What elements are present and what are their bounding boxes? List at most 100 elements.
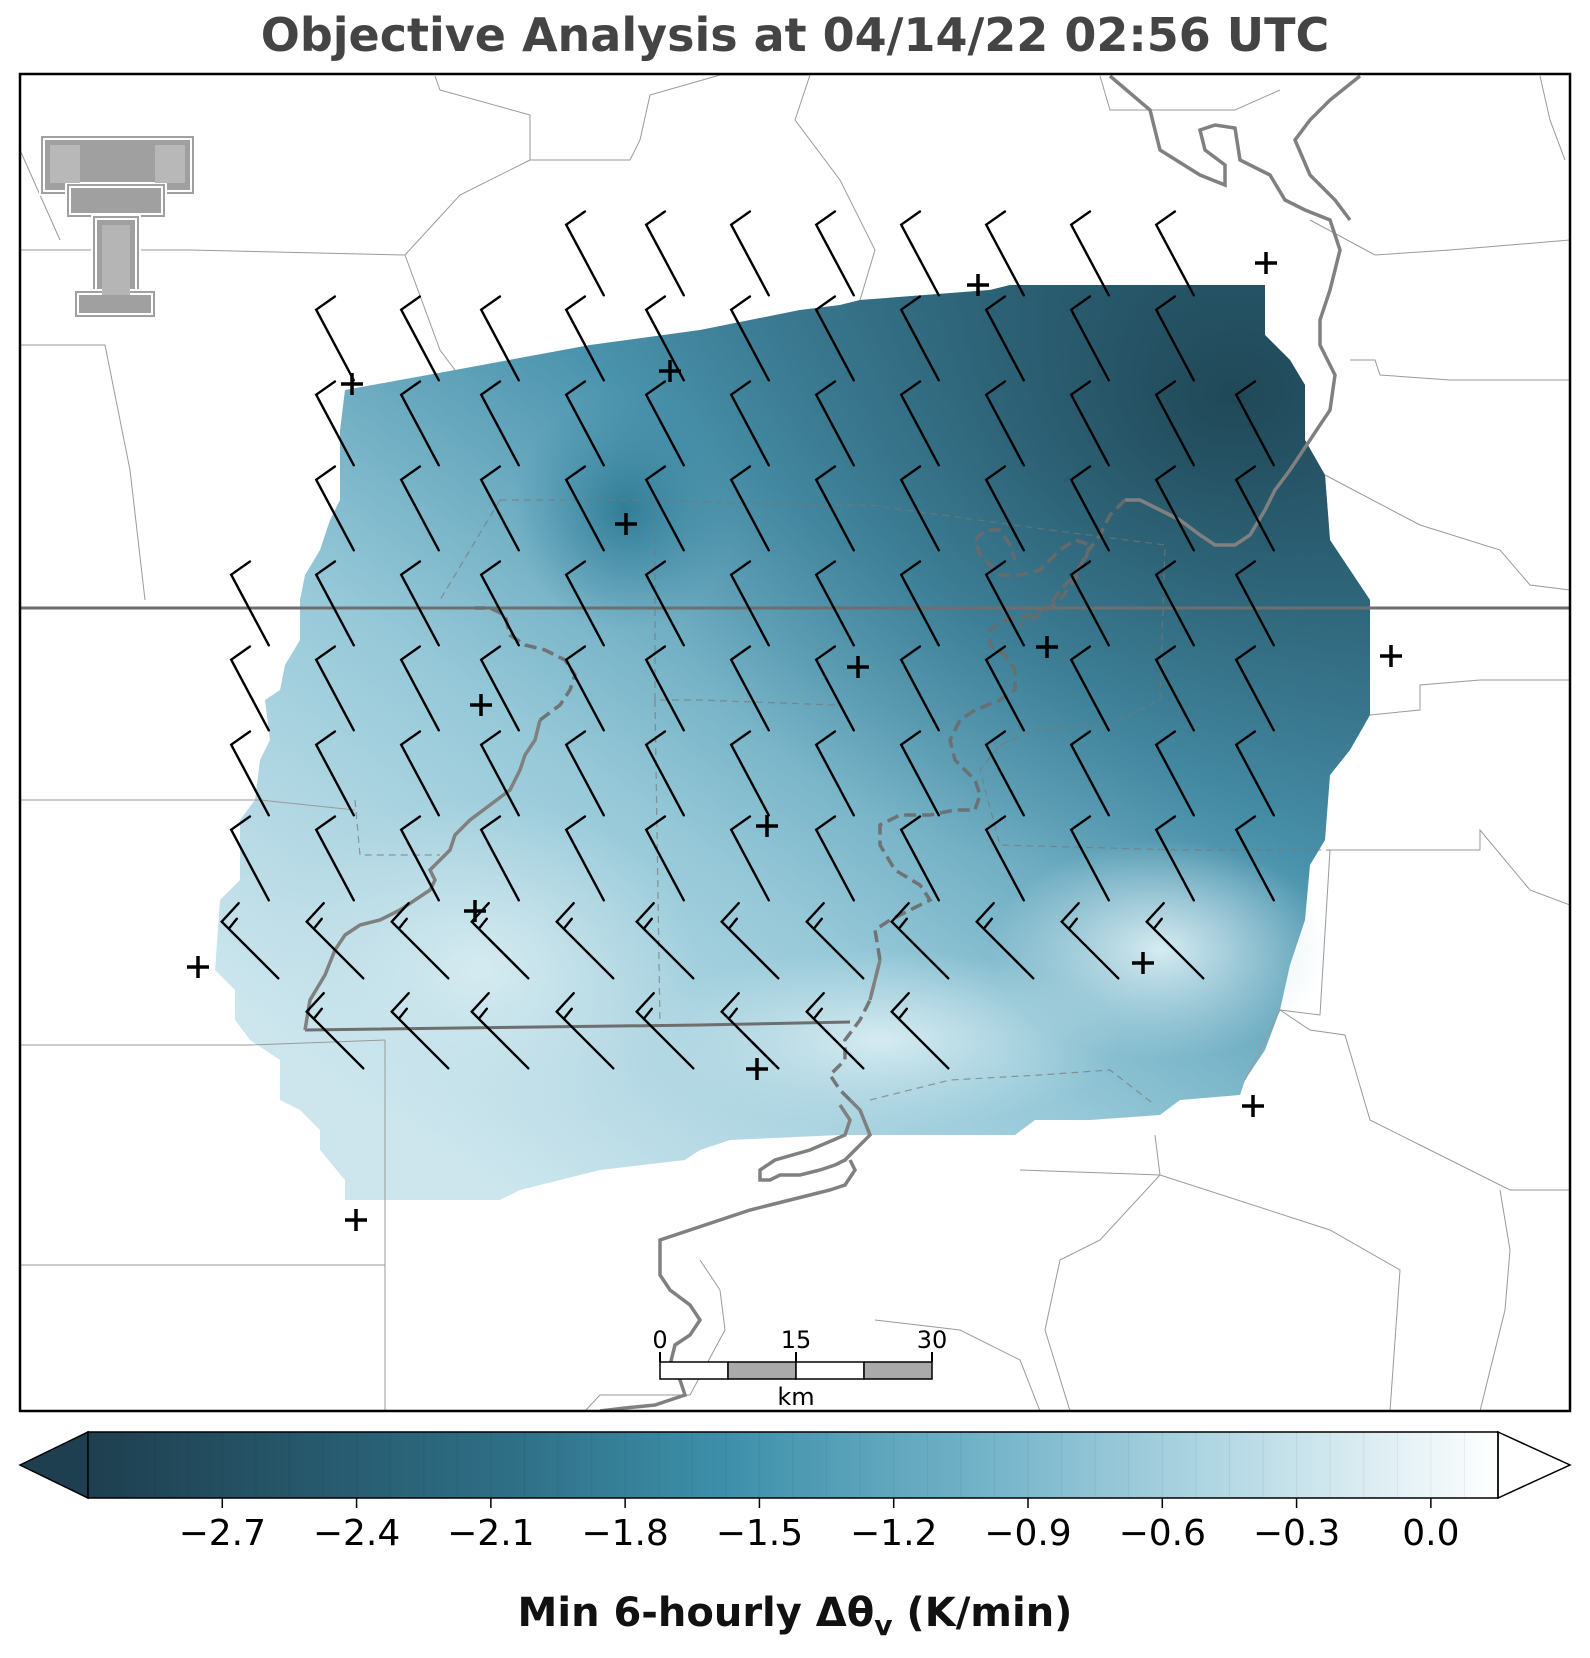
wind-barb bbox=[814, 560, 855, 647]
wind-barb bbox=[984, 210, 1025, 297]
wind-barb bbox=[814, 465, 855, 552]
scale-unit: km bbox=[777, 1383, 814, 1411]
wind-barb bbox=[229, 815, 270, 902]
river-lower-solid bbox=[868, 959, 882, 1001]
wind-barb bbox=[1154, 645, 1195, 732]
station-marker bbox=[1242, 1095, 1264, 1117]
wind-barb bbox=[899, 465, 940, 552]
scale-label-30: 30 bbox=[917, 1326, 948, 1354]
wind-barb bbox=[305, 902, 365, 980]
wind-barb bbox=[984, 560, 1025, 647]
wind-barb bbox=[984, 295, 1025, 382]
wind-barb bbox=[729, 815, 770, 902]
wind-barb bbox=[305, 992, 365, 1070]
wind-barb bbox=[479, 730, 520, 817]
wind-barb bbox=[229, 560, 270, 647]
wind-barb bbox=[479, 465, 520, 552]
wind-barb bbox=[984, 730, 1025, 817]
colorbar-label-sub: v bbox=[874, 1609, 893, 1642]
station-marker bbox=[470, 694, 492, 716]
wind-barb bbox=[1154, 210, 1195, 297]
station-marker bbox=[187, 956, 209, 978]
wind-barb bbox=[899, 815, 940, 902]
wind-barb bbox=[814, 730, 855, 817]
station-markers bbox=[187, 252, 1402, 1231]
station-marker bbox=[746, 1058, 768, 1080]
wind-barb bbox=[1154, 815, 1195, 902]
wind-barb bbox=[1154, 380, 1195, 467]
wind-barb bbox=[564, 560, 605, 647]
wind-barb bbox=[899, 210, 940, 297]
colorbar-tick-label: −2.7 bbox=[179, 1513, 266, 1554]
wind-barb bbox=[479, 645, 520, 732]
colorbar-tick-label: −1.8 bbox=[581, 1513, 668, 1554]
colorbar-label-main: Min 6-hourly Δθ bbox=[517, 1590, 875, 1636]
rivers bbox=[599, 74, 1362, 1411]
analysis-field bbox=[215, 285, 1370, 1200]
wind-barb bbox=[814, 815, 855, 902]
wind-barb bbox=[564, 465, 605, 552]
wind-barb bbox=[1234, 815, 1275, 902]
wind-barb bbox=[1154, 465, 1195, 552]
wind-barb bbox=[729, 560, 770, 647]
station-marker bbox=[659, 360, 681, 382]
wind-barb bbox=[564, 210, 605, 297]
wind-barb bbox=[399, 815, 440, 902]
wind-barb bbox=[390, 902, 450, 980]
wind-barb bbox=[399, 645, 440, 732]
station-marker bbox=[615, 513, 637, 535]
colorbar-tick-label: 0.0 bbox=[1402, 1513, 1459, 1554]
colorbar-label: Min 6-hourly Δθv (K/min) bbox=[0, 1590, 1590, 1642]
wind-barb bbox=[729, 465, 770, 552]
wind-barb bbox=[399, 730, 440, 817]
map-title: Objective Analysis at 04/14/22 02:56 UTC bbox=[260, 8, 1330, 62]
wind-barb bbox=[1234, 560, 1275, 647]
wind-barb bbox=[805, 992, 865, 1070]
wind-barb bbox=[644, 210, 685, 297]
colorbar-extend-min bbox=[18, 1430, 89, 1500]
wind-barb bbox=[479, 815, 520, 902]
wind-barb bbox=[899, 295, 940, 382]
station-marker bbox=[1132, 952, 1154, 974]
wind-barb bbox=[899, 560, 940, 647]
wind-barb bbox=[1069, 380, 1110, 467]
colorbar-ticks: −2.7 −2.4 −2.1 −1.8 −1.5 −1.2 −0.9 −0.6 −0.3 0.0 bbox=[179, 1498, 1459, 1554]
wind-barb bbox=[644, 465, 685, 552]
wind-barb bbox=[1234, 730, 1275, 817]
wind-barb bbox=[720, 902, 780, 980]
colorbar-body bbox=[88, 1432, 1498, 1498]
wind-barb bbox=[479, 380, 520, 467]
wind-barb bbox=[984, 380, 1025, 467]
wind-barb bbox=[1234, 380, 1275, 467]
wind-barb bbox=[564, 380, 605, 467]
wind-barb bbox=[314, 295, 355, 382]
wind-barb bbox=[729, 645, 770, 732]
wind-barb bbox=[314, 380, 355, 467]
internal-county-lines bbox=[354, 499, 1330, 1106]
wind-barb bbox=[314, 560, 355, 647]
wind-barb bbox=[564, 815, 605, 902]
colorbar-tick-label: −1.5 bbox=[716, 1513, 803, 1554]
wind-barb bbox=[470, 992, 530, 1070]
wind-barb bbox=[1234, 645, 1275, 732]
station-marker bbox=[847, 656, 869, 678]
wind-barb bbox=[1069, 210, 1110, 297]
wind-barb bbox=[644, 560, 685, 647]
station-marker bbox=[464, 900, 486, 922]
wind-barb bbox=[814, 295, 855, 382]
wind-barb bbox=[729, 730, 770, 817]
wind-barb bbox=[220, 902, 280, 980]
wind-barb bbox=[1060, 902, 1120, 980]
station-marker bbox=[345, 1209, 367, 1231]
wind-barb bbox=[984, 645, 1025, 732]
wind-barb bbox=[644, 380, 685, 467]
colorbar-label-units: (K/min) bbox=[892, 1590, 1073, 1636]
wind-barb bbox=[1154, 730, 1195, 817]
wind-barb bbox=[975, 902, 1035, 980]
wind-barb bbox=[814, 380, 855, 467]
wind-barb bbox=[729, 295, 770, 382]
wind-barb bbox=[729, 380, 770, 467]
wind-barb bbox=[635, 902, 695, 980]
station-marker bbox=[1036, 636, 1058, 658]
wind-barb bbox=[314, 815, 355, 902]
